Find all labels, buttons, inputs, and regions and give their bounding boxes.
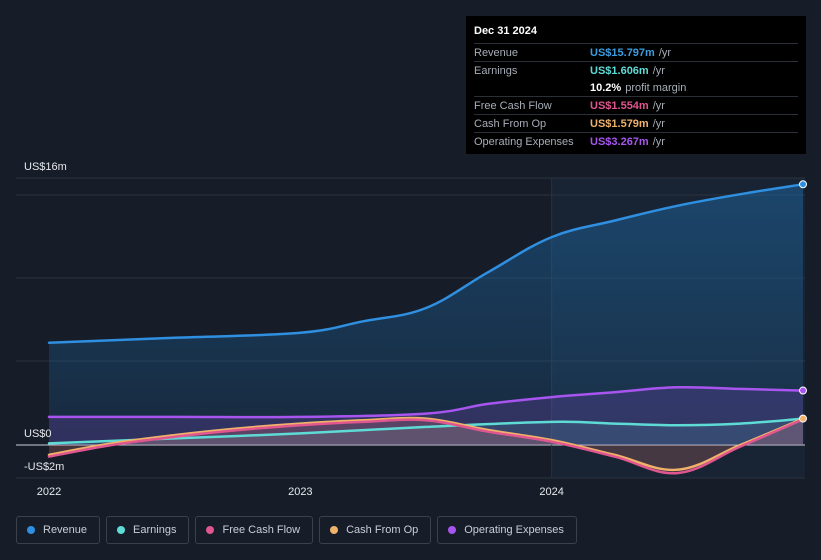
series-lines	[47, 183, 805, 475]
area-free-cash-flow	[49, 419, 803, 474]
tooltip-label: Revenue	[474, 46, 519, 59]
line-free-cash-flow	[47, 418, 805, 475]
tooltip-row-operating-expenses: Operating Expenses US$3.267m /yr	[474, 132, 798, 150]
tooltip-label: Free Cash Flow	[474, 99, 552, 112]
tooltip-row-free-cash-flow: Free Cash Flow US$1.554m /yr	[474, 96, 798, 114]
line-operating-expenses	[47, 385, 805, 419]
line-revenue	[47, 183, 805, 344]
tooltip-value: US$1.606m	[590, 64, 649, 77]
legend-label: Earnings	[133, 524, 177, 536]
tooltip-label: Operating Expenses	[474, 135, 574, 148]
end-marker-cash-from-op	[799, 414, 807, 423]
y-axis-labels: US$16m US$0 -US$2m	[24, 161, 67, 473]
tooltip-unit: /yr	[652, 99, 665, 112]
legend-label: Cash From Op	[346, 524, 419, 536]
tooltip-row-earnings: Earnings US$1.606m /yr	[474, 61, 798, 79]
legend-dot-icon	[206, 526, 215, 534]
tooltip-unit: /yr	[652, 117, 665, 130]
tooltip-label: Earnings	[474, 64, 518, 77]
tooltip-date: Dec 31 2024	[474, 25, 537, 37]
tooltip-unit: /yr	[658, 46, 672, 59]
y-tick-label: US$0	[24, 428, 52, 440]
tooltip: Dec 31 2024 Revenue US$15.797m /yr Earni…	[466, 16, 806, 154]
tooltip-value: US$15.797m	[590, 46, 655, 59]
series-areas	[49, 184, 803, 474]
y-tick-label: US$16m	[24, 161, 67, 173]
x-tick-label: 2023	[288, 486, 312, 498]
legend-dot-icon	[27, 526, 35, 534]
legend-dot-icon	[448, 526, 457, 534]
tooltip-row-revenue: Revenue US$15.797m /yr	[474, 43, 798, 61]
legend-item-cash-from-op[interactable]: Cash From Op	[319, 516, 432, 544]
line-earnings	[47, 417, 805, 445]
end-marker-operating-expenses	[799, 386, 807, 395]
area-revenue	[49, 184, 803, 446]
tooltip-unit: /yr	[652, 135, 665, 148]
tooltip-value: US$1.579m	[590, 117, 649, 130]
tooltip-row-profit-margin: 10.2% profit margin	[474, 79, 798, 96]
tooltip-value: US$1.554m	[590, 99, 649, 112]
legend: Revenue Earnings Free Cash Flow Cash Fro…	[16, 516, 577, 546]
tooltip-label: Cash From Op	[474, 117, 547, 130]
legend-item-free-cash-flow[interactable]: Free Cash Flow	[195, 516, 314, 544]
x-tick-label: 2022	[37, 486, 61, 498]
legend-label: Operating Expenses	[464, 524, 564, 536]
line-cash-from-op	[47, 416, 805, 472]
tooltip-value: US$3.267m	[590, 135, 649, 148]
legend-label: Revenue	[43, 524, 88, 536]
legend-item-earnings[interactable]: Earnings	[106, 516, 190, 544]
legend-item-operating-expenses[interactable]: Operating Expenses	[437, 516, 577, 544]
x-tick-label: 2024	[539, 486, 563, 498]
tooltip-unit: profit margin	[625, 81, 687, 94]
y-tick-label: -US$2m	[24, 461, 64, 473]
series-end-markers	[799, 180, 807, 423]
area-earnings	[49, 418, 803, 445]
tooltip-value: 10.2%	[590, 81, 622, 94]
legend-dot-icon	[330, 526, 339, 534]
legend-dot-icon	[117, 526, 126, 534]
legend-label: Free Cash Flow	[222, 524, 301, 536]
tooltip-unit: /yr	[652, 64, 665, 77]
legend-item-revenue[interactable]: Revenue	[16, 516, 101, 544]
end-marker-revenue	[799, 180, 807, 189]
x-axis-labels: 2022 2023 2024	[37, 486, 564, 498]
tooltip-row-cash-from-op: Cash From Op US$1.579m /yr	[474, 114, 798, 132]
